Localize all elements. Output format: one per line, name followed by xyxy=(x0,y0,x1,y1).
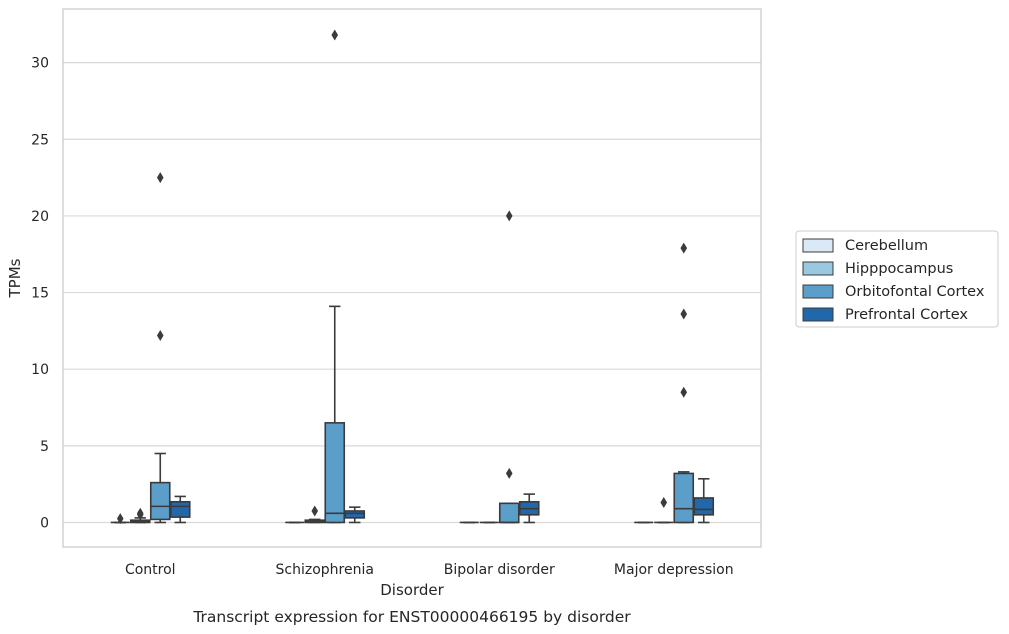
gridlines xyxy=(63,62,761,524)
x-axis-label: Disorder xyxy=(380,581,444,599)
box-plot xyxy=(693,477,715,524)
box-plot xyxy=(304,505,326,524)
box-iqr xyxy=(673,472,695,524)
box-iqr xyxy=(344,510,366,519)
x-tick-label: Major depression xyxy=(614,562,734,578)
y-tick-label: 10 xyxy=(31,362,49,378)
box-plot xyxy=(169,495,191,524)
outlier-point xyxy=(156,172,164,184)
x-tick-labels: Control Schizophrenia Bipolar disorder Majo… xyxy=(125,562,734,578)
box-iqr xyxy=(149,481,171,521)
box-plot xyxy=(129,507,151,524)
y-tick-label: 15 xyxy=(31,286,49,302)
outlier-point xyxy=(660,497,668,509)
outlier-point xyxy=(331,29,339,41)
outlier-point xyxy=(680,242,688,254)
y-axis-label: TPMs xyxy=(6,258,24,298)
box-plot xyxy=(518,493,540,524)
outlier-point xyxy=(680,308,688,320)
legend: Cerebellum Hipppocampus Orbitofontal Corte… xyxy=(795,230,999,328)
box-plot xyxy=(149,172,171,524)
legend-swatch xyxy=(802,261,834,276)
x-tick-label: Bipolar disorder xyxy=(444,562,555,578)
box-plot xyxy=(324,29,346,524)
outlier-point xyxy=(680,386,688,398)
legend-swatch xyxy=(802,284,834,299)
legend-label: Orbitofontal Cortex xyxy=(845,284,985,300)
legend-label: Hipppocampus xyxy=(845,261,953,277)
y-tick-label: 5 xyxy=(40,439,49,455)
legend-label: Prefrontal Cortex xyxy=(845,307,968,323)
y-tick-label: 0 xyxy=(40,515,49,531)
box-plot xyxy=(654,497,674,524)
plot-area-frame xyxy=(62,8,762,548)
y-tick-label: 25 xyxy=(31,132,49,148)
y-tick-label: 20 xyxy=(31,209,49,225)
outlier-point xyxy=(136,507,144,519)
y-tick-label: 30 xyxy=(31,56,49,72)
box-iqr xyxy=(169,500,191,518)
x-tick-label: Schizophrenia xyxy=(276,562,374,578)
box-iqr xyxy=(498,502,520,524)
legend-label: Cerebellum xyxy=(845,238,928,254)
box-plot xyxy=(344,506,366,524)
y-tick-labels: 0 5 10 15 20 25 30 xyxy=(31,56,49,532)
outlier-point xyxy=(505,210,513,222)
box-plots xyxy=(110,29,715,525)
x-tick-label: Control xyxy=(125,562,176,578)
outlier-point xyxy=(156,329,164,341)
legend-swatch xyxy=(802,238,834,253)
outlier-point xyxy=(505,467,513,479)
box-plot xyxy=(498,210,520,524)
legend-swatch xyxy=(802,307,834,322)
outlier-point xyxy=(116,513,124,525)
box-plot xyxy=(673,242,695,524)
chart-caption: Transcript expression for ENST0000046619… xyxy=(192,608,631,626)
box-plot xyxy=(110,513,130,525)
legend-frame xyxy=(795,230,999,328)
box-iqr xyxy=(693,497,715,516)
outlier-point xyxy=(311,505,319,517)
box-iqr xyxy=(324,422,346,524)
